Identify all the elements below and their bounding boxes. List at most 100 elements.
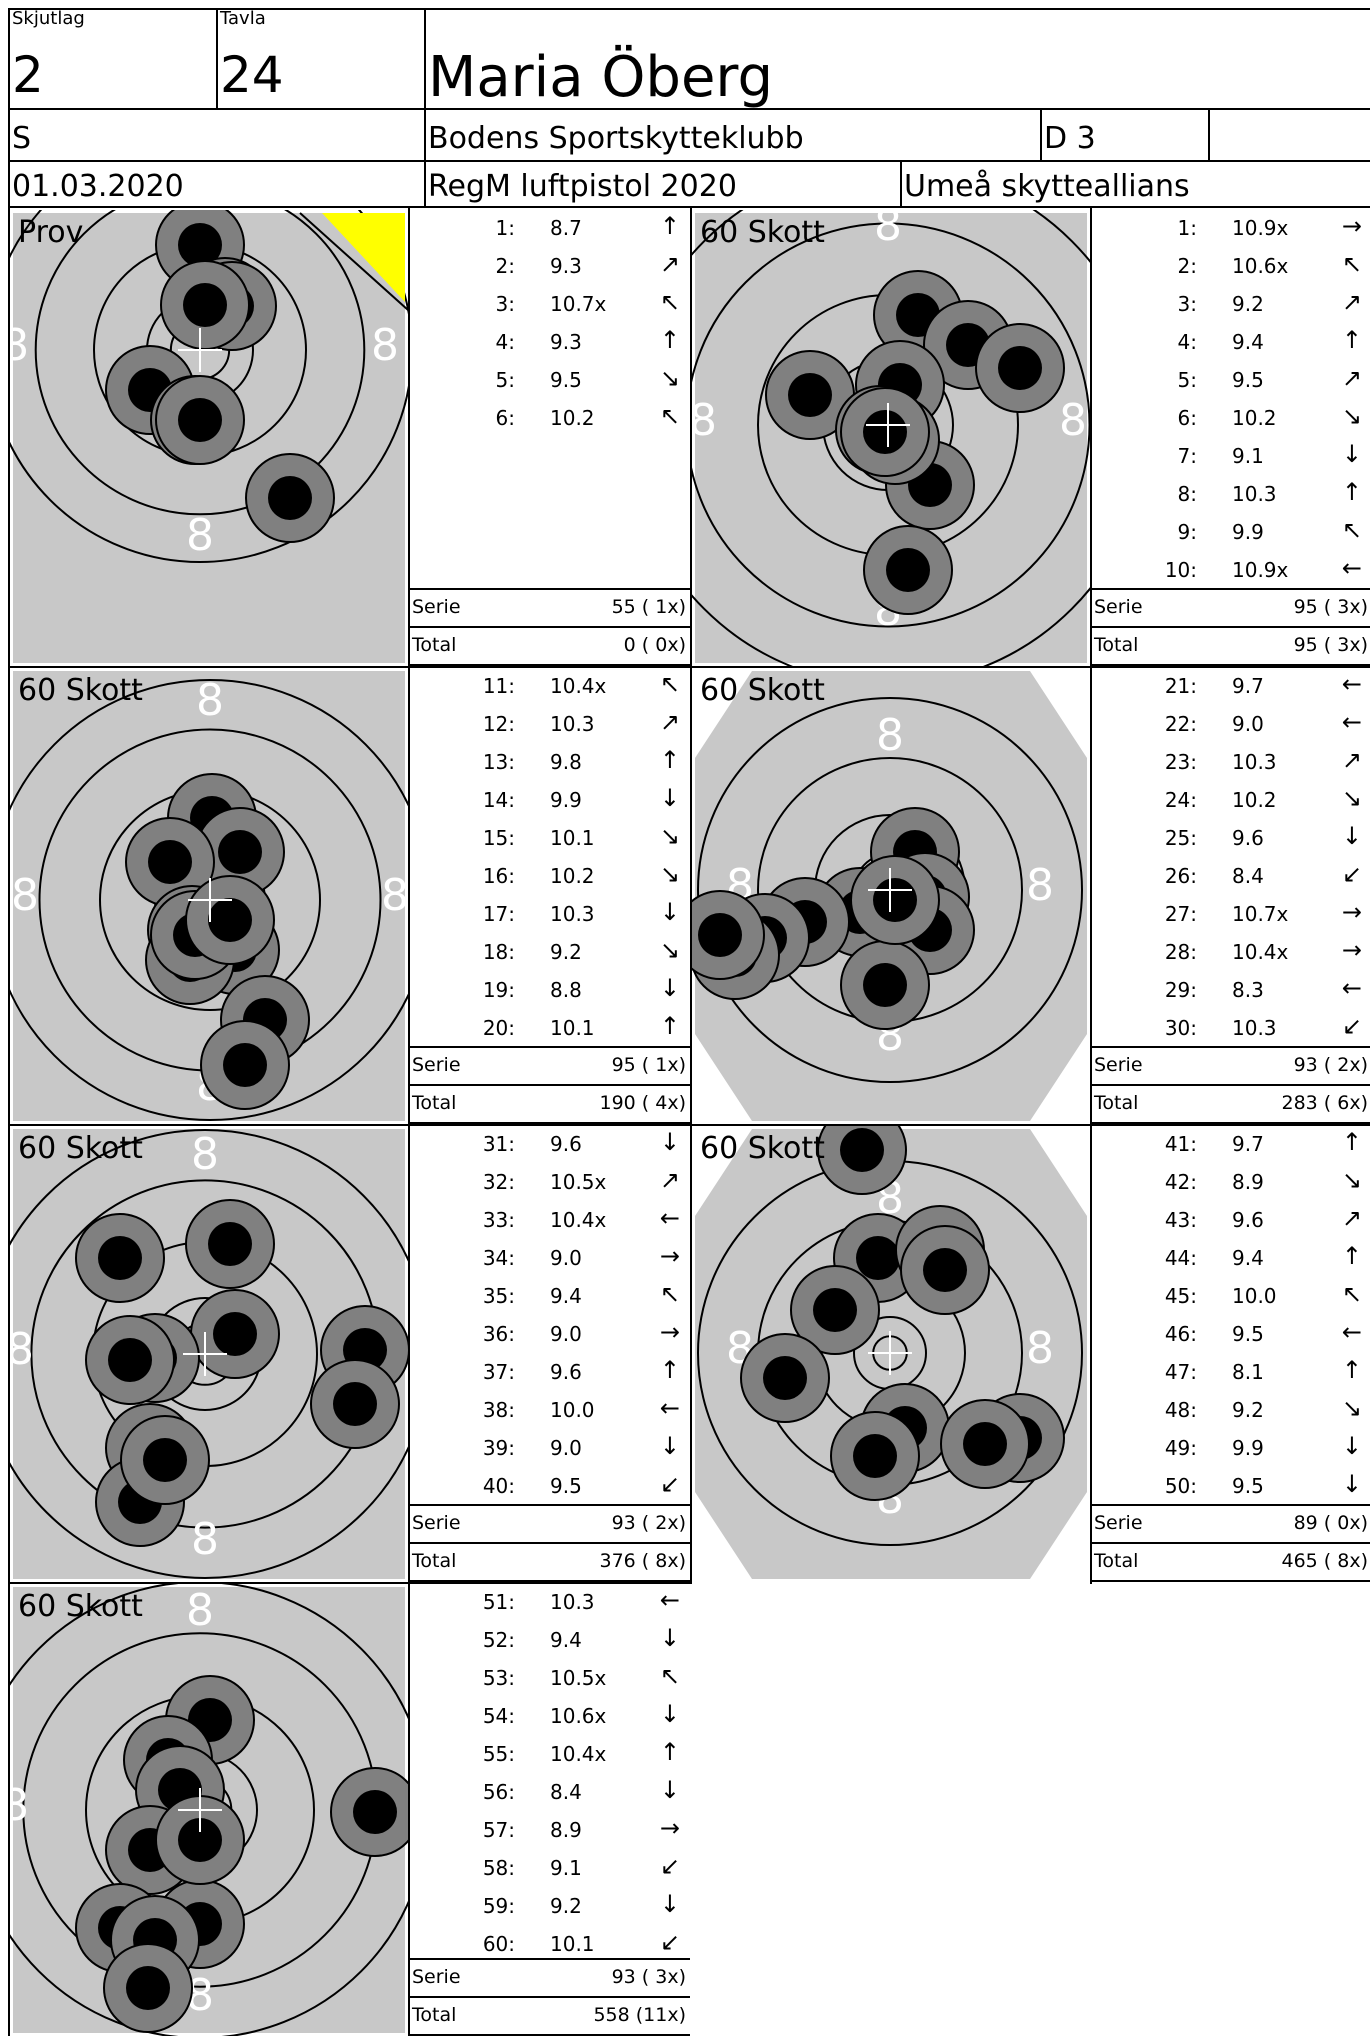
shot-mark [190, 1289, 280, 1379]
shot-row: 41: 9.7 ↑ [1092, 1126, 1370, 1162]
shot-direction-icon: ↑ [659, 746, 680, 774]
serie-label: Serie [1094, 596, 1143, 618]
shot-score: 9.0 [1232, 712, 1264, 736]
shot-mark [160, 260, 250, 350]
shot-direction-icon: ↘ [659, 822, 680, 850]
ring-number-label: 8 [692, 395, 717, 446]
shot-direction-icon: ↙ [659, 1852, 680, 1880]
shot-row: 27: 10.7x → [1092, 896, 1370, 932]
shot-row: 49: 9.9 ↓ [1092, 1430, 1370, 1466]
serie-label: Serie [1094, 1512, 1143, 1534]
shot-mark [120, 1415, 210, 1505]
center-crosshair [866, 403, 910, 447]
shot-direction-icon: ← [1341, 708, 1362, 736]
shot-row: 37: 9.6 ↑ [410, 1354, 690, 1390]
shot-direction-icon: → [659, 1814, 680, 1842]
shot-direction-icon: ↑ [1341, 1128, 1362, 1156]
shot-score: 10.7x [1232, 902, 1289, 926]
shot-score: 9.5 [1232, 1474, 1264, 1498]
shot-number: 48: [1164, 1398, 1197, 1422]
shot-row: 45: 10.0 ↖ [1092, 1278, 1370, 1314]
shot-score: 9.3 [550, 330, 582, 354]
shot-number: 8: [1177, 482, 1197, 506]
shot-direction-icon: ↖ [659, 1662, 680, 1690]
shot-number: 16: [482, 864, 515, 888]
shot-number: 49: [1164, 1436, 1197, 1460]
shot-number: 15: [482, 826, 515, 850]
shot-mark [330, 1767, 408, 1857]
shot-number: 32: [482, 1170, 515, 1194]
shot-mark [790, 1265, 880, 1355]
shot-direction-icon: ↙ [659, 1928, 680, 1956]
shot-score: 8.4 [550, 1780, 582, 1804]
shot-direction-icon: ↓ [659, 1128, 680, 1156]
shot-direction-icon: ↑ [1341, 478, 1362, 506]
shot-direction-icon: ↗ [1341, 1204, 1362, 1232]
shot-direction-icon: ↘ [1341, 1394, 1362, 1422]
shot-row: 35: 9.4 ↖ [410, 1278, 690, 1314]
shot-row: 13: 9.8 ↑ [410, 744, 690, 780]
shot-score: 9.9 [1232, 520, 1264, 544]
shot-score: 9.7 [1232, 1132, 1264, 1156]
shot-score: 8.4 [1232, 864, 1264, 888]
total-label: Total [412, 1550, 457, 1572]
ring-number-label: 8 [10, 1324, 34, 1375]
shot-number: 22: [1164, 712, 1197, 736]
shot-mark [692, 890, 765, 980]
shot-number: 27: [1164, 902, 1197, 926]
shot-row: 23: 10.3 ↗ [1092, 744, 1370, 780]
shot-direction-icon: ← [1341, 554, 1362, 582]
shot-mark [863, 525, 953, 615]
shot-score: 9.4 [550, 1628, 582, 1652]
serie-value: 93 ( 2x) [1293, 1054, 1368, 1076]
target-ring [692, 222, 1090, 628]
panel-title: 60 Skott [700, 215, 825, 250]
target-ring [10, 679, 408, 1121]
shot-row: 22: 9.0 ← [1092, 706, 1370, 742]
shot-number: 35: [482, 1284, 515, 1308]
shot-direction-icon: → [1341, 212, 1362, 240]
shot-row: 6: 10.2 ↖ [410, 400, 690, 436]
shot-row: 14: 9.9 ↓ [410, 782, 690, 818]
shot-score: 10.5x [550, 1666, 607, 1690]
ring-number-label: 8 [874, 210, 902, 251]
shot-number: 17: [482, 902, 515, 926]
ring-number-label: 8 [11, 870, 39, 921]
shot-number: 2: [495, 254, 515, 278]
shot-score: 10.6x [550, 1704, 607, 1728]
shot-row: 44: 9.4 ↑ [1092, 1240, 1370, 1276]
panel-title: 60 Skott [700, 1131, 825, 1166]
panel-title: 60 Skott [18, 1589, 143, 1624]
shot-row: 57: 8.9 → [410, 1812, 690, 1848]
shot-direction-icon: ↖ [659, 288, 680, 316]
skjutlag-value: 2 [12, 46, 44, 104]
tavla-label: Tavla [220, 8, 266, 29]
total-label: Total [1094, 634, 1139, 656]
total-value: 283 ( 6x) [1281, 1092, 1368, 1114]
shot-direction-icon: ↗ [1341, 288, 1362, 316]
panel-title: Prov [18, 215, 83, 250]
shot-row: 4: 9.3 ↑ [410, 324, 690, 360]
shot-direction-icon: ↑ [659, 212, 680, 240]
shot-row: 58: 9.1 ↙ [410, 1850, 690, 1886]
shot-mark [185, 1199, 275, 1289]
shot-direction-icon: ↗ [659, 250, 680, 278]
shot-number: 56: [482, 1780, 515, 1804]
shot-direction-icon: ↗ [1341, 746, 1362, 774]
shot-score: 9.6 [1232, 1208, 1264, 1232]
shot-row: 34: 9.0 → [410, 1240, 690, 1276]
shot-number: 46: [1164, 1322, 1197, 1346]
skjutlag-label: Skjutlag [12, 8, 85, 29]
shot-number: 37: [482, 1360, 515, 1384]
shot-row: 36: 9.0 → [410, 1316, 690, 1352]
sighting-flag [322, 213, 405, 302]
panel-title: 60 Skott [18, 673, 143, 708]
shot-mark [310, 1359, 400, 1449]
shot-score: 9.1 [1232, 444, 1264, 468]
shot-number: 1: [495, 216, 515, 240]
shot-mark [155, 375, 245, 465]
shot-direction-icon: ↘ [1341, 1166, 1362, 1194]
shot-number: 33: [482, 1208, 515, 1232]
